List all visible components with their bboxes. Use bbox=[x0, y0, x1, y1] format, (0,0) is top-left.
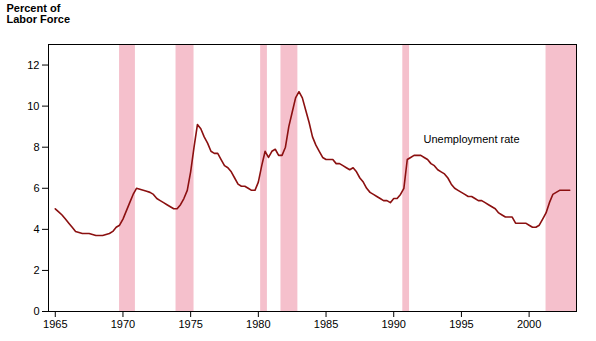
svg-text:4: 4 bbox=[33, 223, 39, 235]
svg-text:1975: 1975 bbox=[178, 318, 202, 330]
svg-text:1990: 1990 bbox=[381, 318, 405, 330]
svg-text:0: 0 bbox=[33, 305, 39, 317]
svg-text:2000: 2000 bbox=[517, 318, 541, 330]
svg-text:2: 2 bbox=[33, 264, 39, 276]
svg-text:8: 8 bbox=[33, 141, 39, 153]
svg-text:12: 12 bbox=[27, 59, 39, 71]
svg-text:1965: 1965 bbox=[43, 318, 67, 330]
svg-text:1985: 1985 bbox=[314, 318, 338, 330]
svg-text:6: 6 bbox=[33, 182, 39, 194]
svg-text:10: 10 bbox=[27, 100, 39, 112]
svg-text:1995: 1995 bbox=[449, 318, 473, 330]
svg-text:Unemployment rate: Unemployment rate bbox=[424, 132, 520, 144]
svg-text:1980: 1980 bbox=[246, 318, 270, 330]
svg-text:1970: 1970 bbox=[111, 318, 135, 330]
svg-text:Percent ofLabor Force: Percent ofLabor Force bbox=[7, 2, 71, 25]
